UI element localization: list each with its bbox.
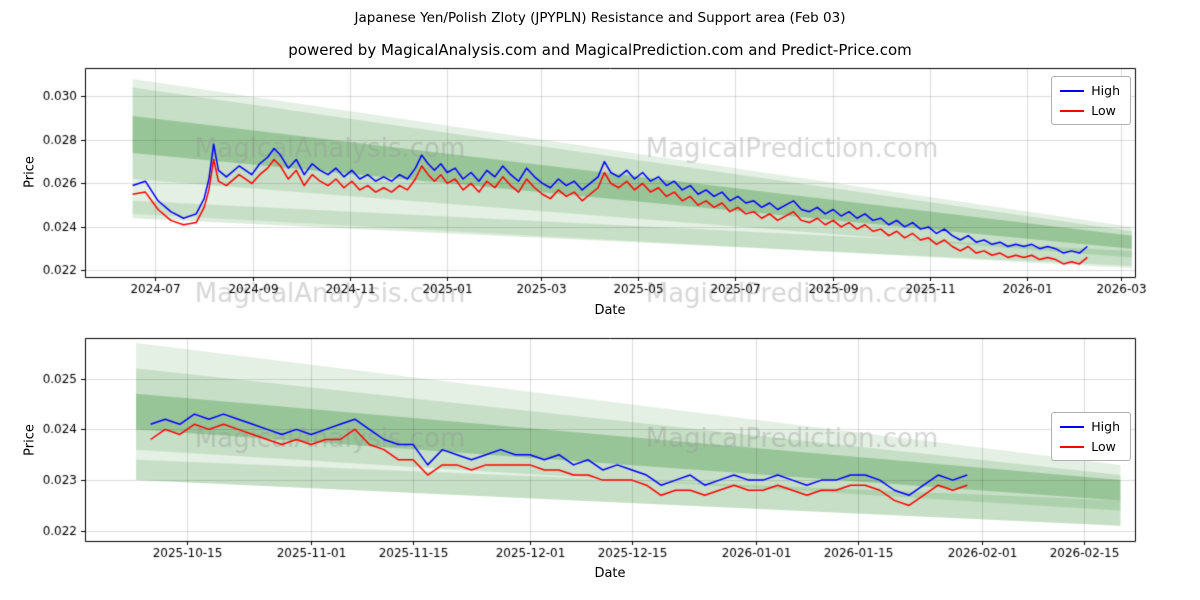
legend-item-low: Low [1060, 439, 1120, 454]
bottom-x-axis-label: Date [594, 566, 626, 581]
top-y-axis-label: Price [22, 156, 38, 188]
top-x-axis-label: Date [594, 303, 626, 318]
high-line-swatch [1060, 425, 1085, 428]
legend-item-high: High [1060, 83, 1120, 98]
bottom-chart-legend: High Low [1051, 412, 1131, 461]
figure-subtitle: powered by MagicalAnalysis.com and Magic… [288, 41, 912, 59]
legend-item-high: High [1060, 419, 1120, 434]
low-line-swatch [1060, 109, 1085, 112]
high-line-swatch [1060, 89, 1085, 92]
figure-title: Japanese Yen/Polish Zloty (JPYPLN) Resis… [354, 10, 846, 26]
legend-label-high: High [1091, 83, 1120, 98]
bottom-y-axis-label: Price [22, 424, 38, 456]
low-line-swatch [1060, 445, 1085, 448]
top-chart-canvas [0, 0, 1200, 330]
legend-item-low: Low [1060, 103, 1120, 118]
legend-label-low: Low [1091, 439, 1116, 454]
top-chart-legend: High Low [1051, 76, 1131, 125]
legend-label-high: High [1091, 419, 1120, 434]
legend-label-low: Low [1091, 103, 1116, 118]
bottom-chart-canvas [0, 330, 1200, 600]
